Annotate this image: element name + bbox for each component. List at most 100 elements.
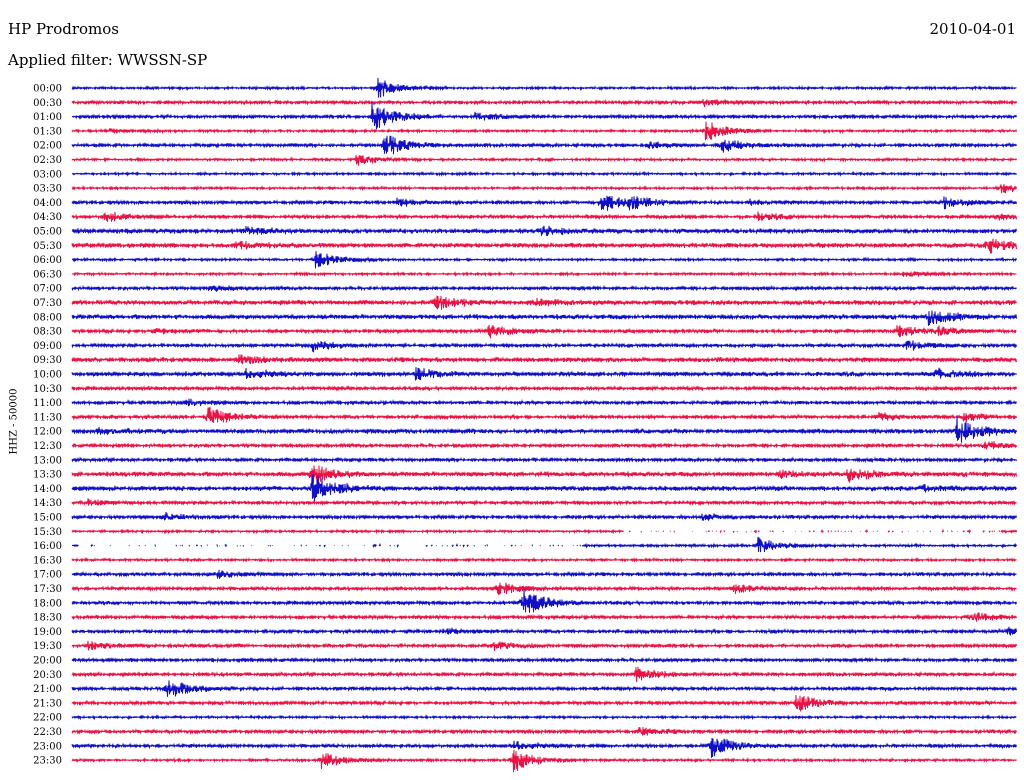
- record-date: 2010-04-01: [929, 20, 1016, 38]
- time-tick-label: 20:00: [33, 656, 62, 667]
- trace-row: [71, 612, 1017, 622]
- time-tick-label: 04:00: [33, 198, 62, 209]
- time-tick-label: 03:30: [33, 184, 62, 195]
- time-tick-label: 07:00: [33, 284, 62, 295]
- time-tick-label: 14:00: [33, 484, 62, 495]
- time-tick-label: 17:30: [33, 584, 62, 595]
- time-tick-label: 13:00: [33, 455, 62, 466]
- trace-row: [71, 183, 1017, 194]
- time-tick-label: 10:30: [33, 384, 62, 395]
- time-tick-label: 21:00: [33, 684, 62, 695]
- trace-row: [71, 295, 1017, 310]
- time-tick-label: 19:00: [33, 627, 62, 638]
- time-tick-label: 06:00: [33, 255, 62, 266]
- trace-row: [71, 135, 1017, 155]
- time-tick-label: 05:30: [33, 241, 62, 252]
- trace-row: [71, 238, 1017, 254]
- time-tick-label: 19:30: [33, 641, 62, 652]
- time-tick-label: 11:00: [33, 398, 62, 409]
- time-tick-label: 23:30: [33, 756, 62, 767]
- trace-row: [71, 737, 1017, 758]
- time-tick-label: 12:30: [33, 441, 62, 452]
- trace-row: [71, 406, 1017, 423]
- time-tick-label: 18:00: [33, 598, 62, 609]
- trace-row: [71, 398, 1017, 407]
- trace-row: [71, 528, 1017, 535]
- time-tick-labels: 00:00 00:30 01:00 01:30 02:00 02:30 03:00 03:30…: [33, 84, 62, 767]
- trace-row: [71, 98, 1017, 108]
- trace-row: [71, 749, 1017, 773]
- time-tick-label: 03:00: [33, 169, 62, 180]
- trace-row: [71, 310, 1017, 326]
- trace-row: [71, 195, 1017, 211]
- seismic-traces: [71, 77, 1017, 773]
- time-tick-label: 18:30: [33, 613, 62, 624]
- trace-row: [71, 441, 1017, 450]
- time-tick-label: 08:30: [33, 327, 62, 338]
- trace-row: [71, 713, 1017, 721]
- filter-label: Applied filter: WWSSN-SP: [8, 51, 208, 69]
- trace-row: [71, 582, 1017, 595]
- time-tick-label: 09:30: [33, 355, 62, 366]
- trace-row: [71, 251, 1017, 269]
- time-tick-label: 21:30: [33, 698, 62, 709]
- time-tick-label: 15:00: [33, 513, 62, 524]
- time-tick-label: 02:00: [33, 141, 62, 152]
- time-tick-label: 22:00: [33, 713, 62, 724]
- trace-row: [71, 170, 1017, 178]
- trace-row: [71, 536, 1017, 553]
- time-tick-label: 08:00: [33, 312, 62, 323]
- trace-row: [71, 324, 1017, 339]
- time-tick-label: 17:00: [33, 570, 62, 581]
- trace-row: [71, 680, 1017, 697]
- time-tick-label: 16:30: [33, 555, 62, 566]
- trace-row: [71, 498, 1017, 507]
- trace-row: [71, 211, 1017, 222]
- time-tick-label: 02:30: [33, 155, 62, 166]
- time-tick-label: 01:30: [33, 126, 62, 137]
- trace-row: [71, 121, 1017, 141]
- time-tick-label: 12:00: [33, 427, 62, 438]
- time-tick-label: 06:30: [33, 269, 62, 280]
- time-tick-label: 14:30: [33, 498, 62, 509]
- trace-row: [71, 556, 1017, 564]
- time-tick-label: 05:00: [33, 227, 62, 238]
- trace-row: [71, 384, 1017, 392]
- trace-row: [71, 101, 1017, 130]
- time-tick-label: 20:30: [33, 670, 62, 681]
- time-tick-label: 16:00: [33, 541, 62, 552]
- trace-row: [71, 656, 1017, 664]
- station-name: HP Prodromos: [8, 20, 119, 38]
- time-tick-label: 22:30: [33, 727, 62, 738]
- trace-row: [71, 694, 1017, 712]
- trace-row: [71, 270, 1017, 278]
- trace-row: [71, 456, 1017, 464]
- trace-row: [71, 225, 1017, 236]
- time-tick-label: 00:30: [33, 98, 62, 109]
- trace-row: [71, 474, 1017, 504]
- trace-row: [71, 626, 1017, 636]
- trace-row: [71, 154, 1017, 166]
- trace-row: [71, 354, 1017, 365]
- time-tick-label: 07:30: [33, 298, 62, 309]
- trace-row: [71, 367, 1017, 381]
- trace-row: [71, 666, 1017, 682]
- trace-row: [71, 77, 1017, 98]
- time-tick-label: 09:00: [33, 341, 62, 352]
- trace-row: [71, 340, 1017, 353]
- trace-row: [71, 415, 1017, 443]
- time-tick-label: 13:30: [33, 470, 62, 481]
- trace-row: [71, 640, 1017, 652]
- trace-row: [71, 284, 1017, 292]
- trace-row: [71, 465, 1017, 483]
- trace-row: [71, 726, 1017, 736]
- time-tick-label: 01:00: [33, 112, 62, 123]
- time-tick-label: 10:00: [33, 370, 62, 381]
- time-tick-label: 23:00: [33, 741, 62, 752]
- time-tick-label: 11:30: [33, 412, 62, 423]
- time-tick-label: 00:00: [33, 84, 62, 95]
- trace-row: [71, 569, 1017, 579]
- time-tick-label: 15:30: [33, 527, 62, 538]
- trace-row: [71, 588, 1017, 613]
